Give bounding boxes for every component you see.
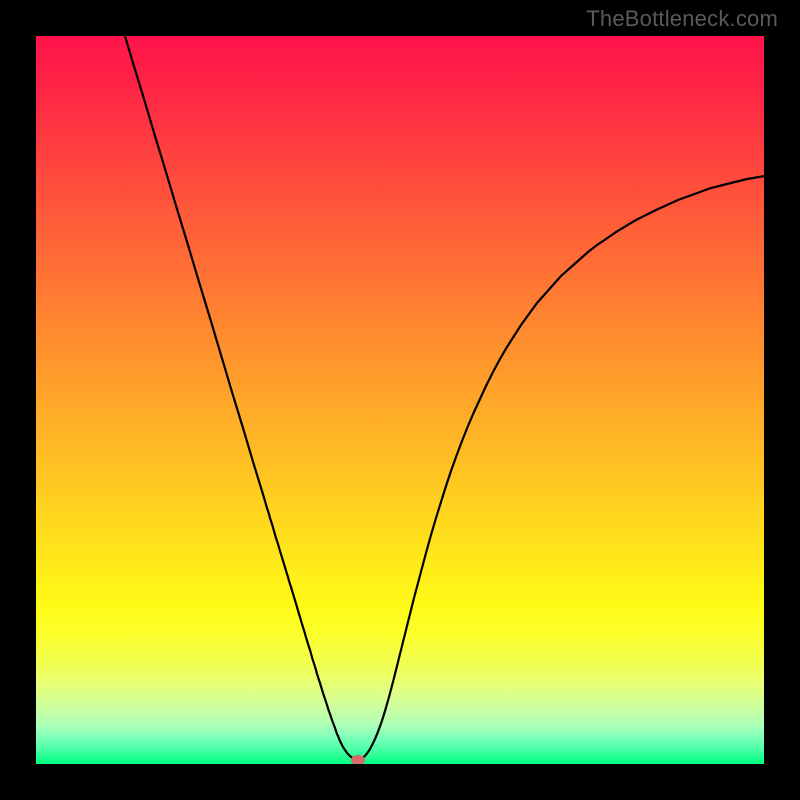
plot-area [36,36,764,764]
bottleneck-curve [36,36,764,764]
minimum-marker [351,755,365,764]
watermark-text: TheBottleneck.com [586,6,778,32]
